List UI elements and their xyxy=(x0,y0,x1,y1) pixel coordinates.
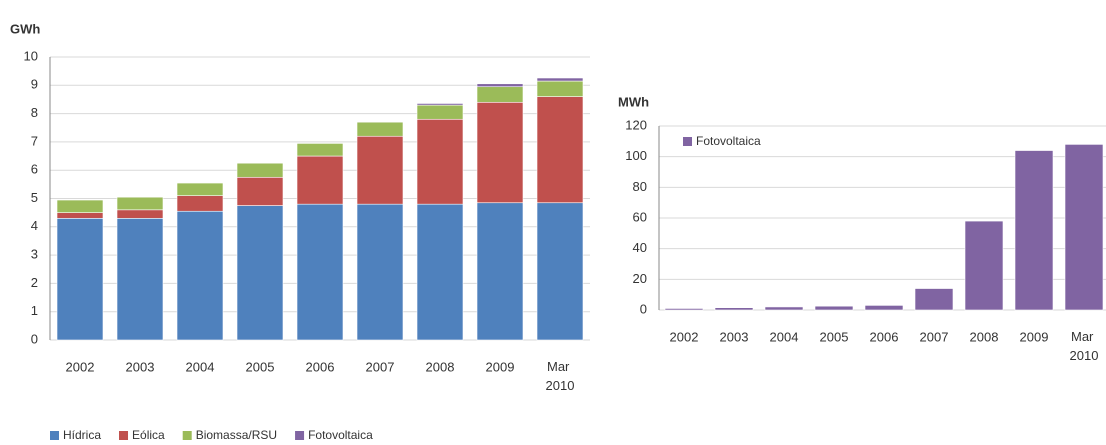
bar xyxy=(864,305,904,311)
bar xyxy=(536,96,584,204)
y-tick-label: 0 xyxy=(31,331,38,346)
y-tick-label: 100 xyxy=(625,148,647,163)
x-tick-label: 2004 xyxy=(770,329,799,344)
bar xyxy=(536,80,584,97)
y-tick-label: 8 xyxy=(31,105,38,120)
bar xyxy=(116,196,164,211)
y-tick-label: 40 xyxy=(633,240,647,255)
bar xyxy=(56,212,104,219)
y-tick-label: 0 xyxy=(640,301,647,316)
legend-label: Hídrica xyxy=(63,428,101,442)
legend-swatch xyxy=(295,431,305,440)
y-tick-label: 60 xyxy=(633,209,647,224)
y-tick-label: 10 xyxy=(24,48,38,63)
bar xyxy=(176,182,224,196)
bar xyxy=(416,118,464,205)
y-tick-label: 2 xyxy=(31,275,38,290)
bar xyxy=(416,203,464,341)
x-tick-label: 2008 xyxy=(426,359,455,374)
legend-label: Eólica xyxy=(132,428,165,442)
bar xyxy=(236,205,284,341)
bar xyxy=(476,83,524,88)
bar xyxy=(296,203,344,341)
bar xyxy=(56,218,104,341)
bar xyxy=(116,209,164,219)
y-tick-label: 1 xyxy=(31,303,38,318)
x-tick-label: 2005 xyxy=(246,359,275,374)
y-tick-label: 9 xyxy=(31,77,38,92)
x-tick-label: 2009 xyxy=(1020,329,1049,344)
x-tick-label: 2006 xyxy=(306,359,335,374)
bar xyxy=(116,218,164,341)
bar xyxy=(476,202,524,341)
y-tick-label: 80 xyxy=(633,179,647,194)
bar xyxy=(56,199,104,213)
bar xyxy=(356,203,404,341)
legend-label: Fotovoltaica xyxy=(308,428,373,442)
bar xyxy=(964,220,1004,311)
legend-label: Biomassa/RSU xyxy=(196,428,277,442)
bar xyxy=(914,288,954,311)
legend-label: Fotovoltaica xyxy=(696,134,761,148)
bar xyxy=(764,306,804,311)
legend-swatch xyxy=(683,137,692,146)
x-tick-label: 2007 xyxy=(920,329,949,344)
bar xyxy=(356,121,404,137)
bar xyxy=(1014,150,1054,311)
x-tick-label: 2009 xyxy=(486,359,515,374)
x-tick-label: 2003 xyxy=(126,359,155,374)
y-tick-label: 4 xyxy=(31,218,38,233)
bar xyxy=(356,135,404,205)
y-tick-label: 7 xyxy=(31,133,38,148)
bar xyxy=(236,162,284,178)
y-tick-label: 6 xyxy=(31,162,38,177)
x-tick-label: 2005 xyxy=(820,329,849,344)
x-tick-label: Mar 2010 xyxy=(546,359,575,393)
x-tick-label: Mar 2010 xyxy=(1070,329,1099,363)
x-tick-label: 2006 xyxy=(870,329,899,344)
legend-swatch xyxy=(182,431,192,440)
bar xyxy=(536,202,584,341)
bar xyxy=(176,195,224,212)
bar xyxy=(236,176,284,206)
y-tick-label: 20 xyxy=(633,271,647,286)
bar xyxy=(1064,144,1104,311)
y-tick-label: 120 xyxy=(625,117,647,132)
x-tick-label: 2002 xyxy=(670,329,699,344)
bar xyxy=(536,77,584,82)
bar xyxy=(296,143,344,157)
legend-swatch xyxy=(119,431,129,440)
bar xyxy=(814,305,854,311)
bar xyxy=(296,155,344,205)
bar xyxy=(416,103,464,106)
y-tick-label: 5 xyxy=(31,190,38,205)
y-axis-unit: MWh xyxy=(618,94,649,109)
y-tick-label: 3 xyxy=(31,247,38,262)
x-tick-label: 2003 xyxy=(720,329,749,344)
x-tick-label: 2008 xyxy=(970,329,999,344)
bar xyxy=(664,308,704,311)
bar xyxy=(476,86,524,103)
bar xyxy=(476,101,524,204)
x-tick-label: 2002 xyxy=(66,359,95,374)
bar xyxy=(714,307,754,311)
x-tick-label: 2007 xyxy=(366,359,395,374)
x-tick-label: 2004 xyxy=(186,359,215,374)
bar xyxy=(176,210,224,341)
legend-swatch xyxy=(50,431,59,440)
bar xyxy=(416,104,464,120)
y-axis-unit: GWh xyxy=(10,21,40,36)
